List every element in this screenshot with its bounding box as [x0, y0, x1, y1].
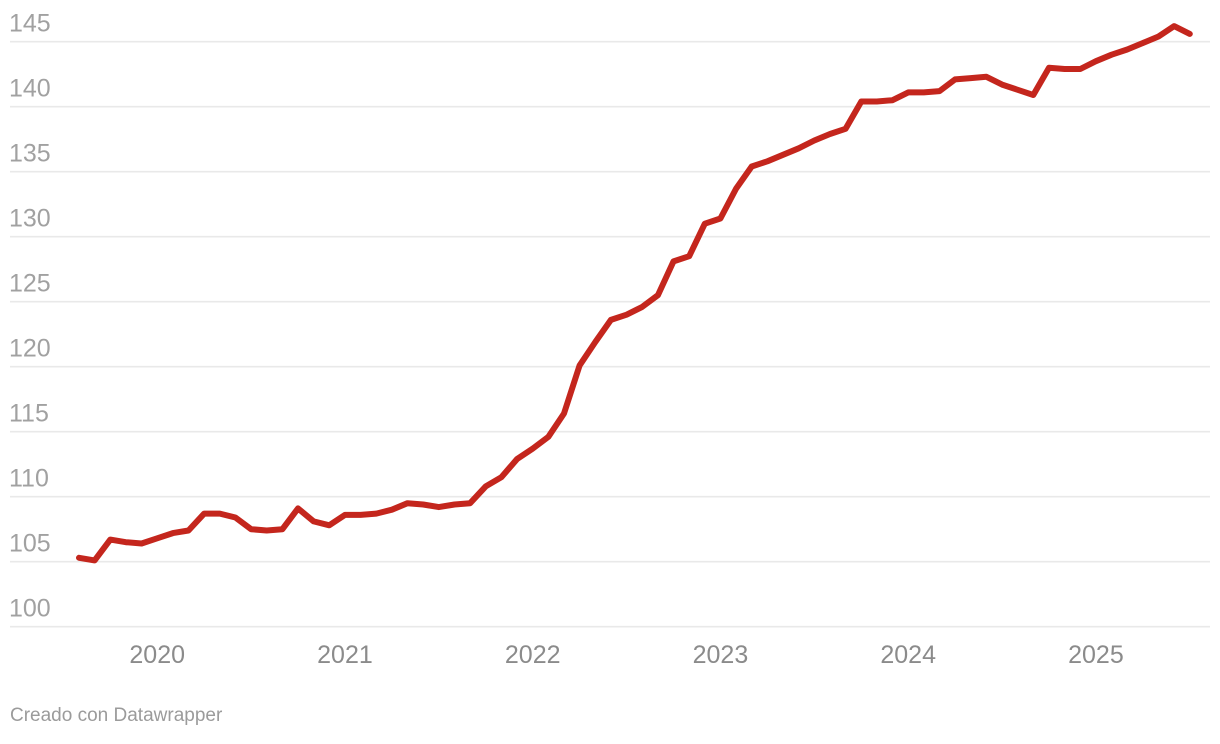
y-axis-tick-label: 140: [9, 75, 51, 103]
gridlines-group: [10, 40, 1210, 628]
y-axis-tick-label: 130: [9, 205, 51, 233]
x-axis-tick-label: 2022: [505, 641, 561, 669]
y-axis-tick-label: 115: [9, 400, 49, 428]
x-axis-tick-label: 2023: [693, 641, 749, 669]
y-axis-tick-label: 100: [9, 595, 51, 623]
x-axis-tick-label: 2025: [1068, 641, 1124, 669]
y-axis-tick-label: 125: [9, 270, 51, 298]
y-axis-tick-label: 105: [9, 530, 51, 558]
y-axis-tick-label: 145: [9, 10, 51, 38]
y-axis-tick-label: 120: [9, 335, 51, 363]
y-axis-labels-group: 100 105 110 115 120 125 130 135 140 145: [9, 10, 51, 623]
datawrapper-attribution-link[interactable]: Creado con Datawrapper: [10, 705, 223, 726]
data-line: [76, 23, 1193, 564]
x-axis-tick-label: 2024: [880, 641, 936, 669]
y-axis-tick-label: 135: [9, 140, 51, 168]
x-axis-tick-label: 2021: [317, 641, 373, 669]
x-axis-labels-group: 2020 2021 2022 2023 2024 2025: [129, 641, 1123, 669]
data-series-group: [76, 23, 1193, 564]
x-axis-tick-label: 2020: [129, 641, 185, 669]
y-axis-tick-label: 110: [9, 465, 49, 493]
